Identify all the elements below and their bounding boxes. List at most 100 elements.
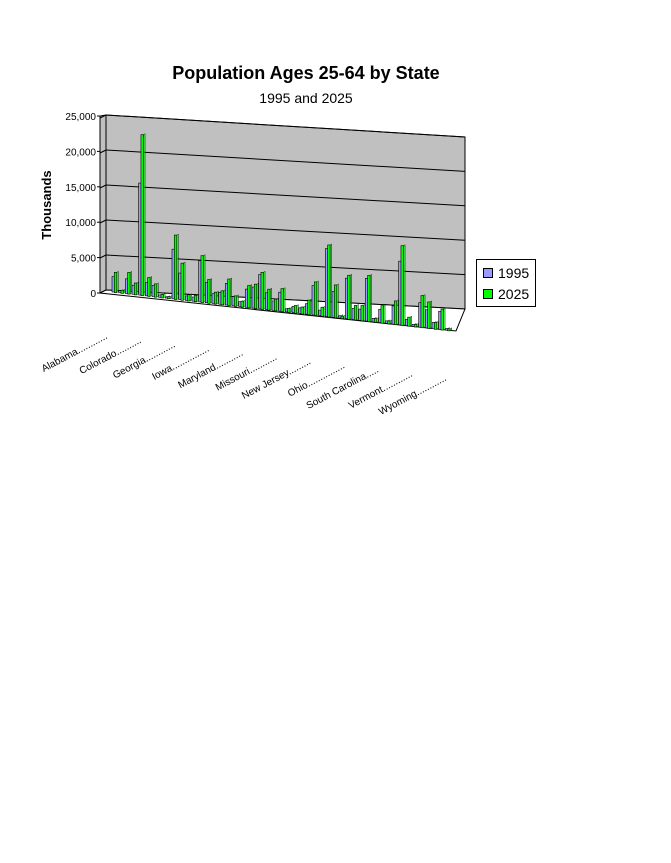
bar-2025-34 (340, 315, 344, 319)
bar-2025-24 (273, 298, 278, 312)
chart-title: Population Ages 25-64 by State (172, 63, 440, 83)
bar-side-2025-0 (116, 270, 119, 293)
bar-2025-15 (213, 291, 218, 305)
bar-2025-20 (247, 285, 251, 309)
bar-side-2025-48 (436, 320, 439, 330)
bar-side-2025-13 (203, 254, 206, 303)
y-axis-label: Thousands (39, 170, 54, 239)
bar-side-2025-19 (243, 299, 246, 308)
y-tick-label: 5,000 (71, 254, 96, 265)
bar-side-2025-41 (389, 319, 392, 325)
bar-2025-26 (287, 307, 291, 313)
bar-2025-6 (153, 283, 158, 298)
bar-2025-16 (220, 290, 224, 306)
bar-2025-36 (353, 305, 358, 321)
bar-2025-4 (140, 134, 144, 296)
legend: 1995 2025 (476, 259, 536, 307)
bar-side-2025-39 (376, 317, 379, 323)
bar-side-2025-2 (129, 271, 132, 295)
bar-2025-46 (420, 295, 424, 329)
bar-side-2025-40 (383, 304, 386, 324)
bar-side-2025-31 (323, 305, 326, 317)
gridline-side (99, 254, 107, 259)
bar-2025-7 (160, 294, 164, 299)
bar-side-2025-49 (443, 307, 446, 331)
bar-2025-37 (360, 305, 364, 322)
bar-2025-40 (380, 305, 384, 324)
gridline-side (99, 149, 107, 154)
bar-side-2025-38 (369, 274, 372, 323)
gridline (105, 184, 466, 207)
bar-2025-9 (173, 234, 178, 300)
bar-side-2025-3 (136, 281, 139, 296)
bar-side-2025-34 (343, 314, 346, 319)
bar-side-2025-28 (303, 305, 306, 315)
bar-2025-49 (440, 308, 444, 331)
bar-side-2025-12 (196, 294, 199, 303)
bar-2025-42 (393, 300, 398, 326)
bar-side-2025-1 (123, 288, 126, 294)
bar-2025-39 (373, 318, 378, 323)
bar-2025-47 (427, 301, 431, 329)
bar-2025-38 (367, 275, 371, 322)
bar-side-2025-22 (263, 270, 266, 310)
bar-side-2025-23 (269, 287, 272, 311)
bar-2025-12 (193, 295, 198, 303)
bar-2025-3 (133, 282, 138, 296)
bar-side-2025-29 (309, 298, 312, 316)
bar-2025-18 (233, 295, 238, 307)
bar-side-2025-27 (296, 304, 299, 314)
back-wall (105, 114, 466, 310)
bar-side-2025-37 (363, 304, 366, 322)
bar-side-2025-42 (396, 299, 399, 326)
chart-subtitle: 1995 and 2025 (259, 90, 353, 106)
bar-2025-33 (333, 284, 338, 319)
bar-side-2025-16 (223, 289, 226, 306)
gridline-side (99, 219, 107, 224)
bar-2025-5 (147, 277, 151, 297)
bar-side-2025-21 (256, 282, 259, 310)
bar-side-2025-20 (249, 284, 252, 309)
bar-side-2025-10 (183, 261, 186, 301)
bar-2025-32 (327, 244, 331, 318)
bar-side-2025-5 (149, 276, 152, 297)
bar-2025-35 (347, 274, 351, 320)
bar-2025-1 (120, 289, 124, 294)
bar-2025-11 (187, 294, 191, 302)
bar-2025-13 (200, 255, 204, 303)
gridline (105, 219, 466, 241)
bar-side-2025-18 (236, 294, 239, 307)
bar-side-2025-47 (429, 300, 432, 329)
bar-2025-14 (207, 279, 211, 304)
bar-2025-21 (253, 283, 258, 309)
gridline-side (99, 114, 107, 119)
bar-side-2025-46 (423, 294, 426, 329)
legend-label-1995: 1995 (498, 265, 530, 281)
bar-2025-45 (413, 324, 418, 328)
bar-2025-28 (300, 306, 304, 315)
bar-2025-22 (260, 272, 264, 310)
bar-2025-50 (447, 328, 451, 332)
side-wall (99, 114, 107, 294)
bar-2025-44 (407, 316, 411, 327)
bar-side-2025-32 (329, 243, 332, 318)
bar-side-2025-4 (143, 133, 146, 297)
bar-2025-43 (400, 245, 404, 326)
gridline (105, 114, 466, 138)
bar-side-2025-11 (189, 293, 192, 302)
bar-side-2025-30 (316, 280, 319, 316)
legend-label-2025: 2025 (498, 286, 530, 302)
bar-2025-23 (267, 288, 271, 311)
bar-2025-17 (227, 278, 231, 306)
bar-side-2025-15 (216, 290, 219, 305)
y-tick-label: 10,000 (65, 218, 96, 229)
bar-side-2025-43 (403, 244, 406, 326)
bar-2025-48 (433, 322, 438, 330)
y-tick-label: 15,000 (65, 183, 96, 194)
bar-2025-30 (313, 281, 318, 316)
bar-side-2025-6 (156, 282, 159, 298)
bar-2025-25 (280, 288, 284, 313)
legend-swatch-2025 (483, 289, 493, 299)
bar-side-2025-7 (163, 293, 166, 299)
